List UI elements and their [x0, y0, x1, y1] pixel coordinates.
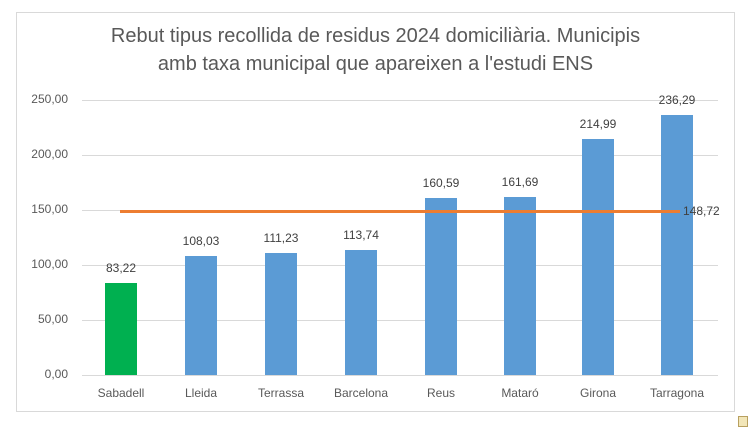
x-axis-label: Reus [426, 386, 455, 400]
x-axis-label: Girona [579, 386, 617, 400]
bar-reus[interactable] [425, 198, 457, 375]
chart-title-line-1: Rebut tipus recollida de residus 2024 do… [110, 25, 641, 47]
paste-options-icon[interactable] [738, 416, 748, 427]
bar-barcelona[interactable] [345, 249, 377, 375]
data-label: 83,22 [105, 261, 137, 276]
y-axis-tick-label: 150,00 [31, 202, 68, 216]
data-label: 108,03 [182, 234, 220, 249]
y-axis-tick-label: 200,00 [31, 147, 68, 161]
x-axis-label: Terrassa [257, 386, 304, 400]
data-label: 161,69 [501, 175, 539, 190]
bar-sabadell[interactable] [105, 283, 137, 375]
bar-mataró[interactable] [504, 197, 536, 375]
chart-title: Rebut tipus recollida de residus 2024 do… [16, 22, 735, 78]
data-label: 160,59 [422, 176, 460, 191]
data-label: 111,23 [263, 230, 299, 245]
y-axis-tick-label: 50,00 [37, 312, 68, 326]
chart-title-line-2: amb taxa municipal que apareixen a l'est… [157, 53, 594, 75]
x-axis-label: Tarragona [649, 386, 705, 400]
data-label: 113,74 [343, 227, 379, 242]
y-axis-tick-label: 250,00 [31, 92, 68, 106]
x-axis-label: Barcelona [333, 386, 389, 400]
bar-tarragona[interactable] [661, 115, 693, 375]
data-label: 236,29 [658, 93, 696, 108]
gridline [82, 155, 718, 156]
gridline [82, 100, 718, 101]
data-label: 214,99 [579, 116, 617, 131]
x-axis-label: Mataró [501, 386, 539, 400]
bar-lleida[interactable] [185, 256, 217, 375]
average-line-label: 148,72 [683, 204, 720, 219]
bar-terrassa[interactable] [265, 252, 297, 375]
y-axis-tick-label: 0,00 [44, 367, 68, 381]
gridline [82, 265, 718, 266]
bar-girona[interactable] [582, 138, 614, 375]
x-axis-label: Lleida [184, 386, 218, 400]
x-axis-label: Sabadell [97, 386, 145, 400]
average-line [120, 210, 680, 214]
gridline [82, 320, 718, 321]
gridline [82, 375, 718, 376]
y-axis-tick-label: 100,00 [31, 257, 68, 271]
